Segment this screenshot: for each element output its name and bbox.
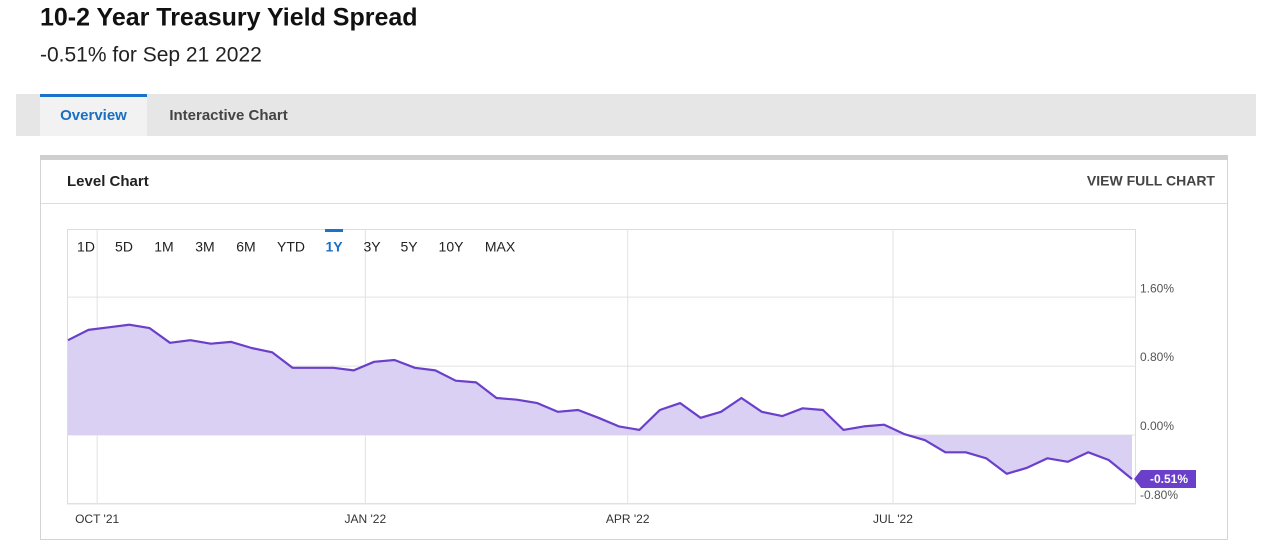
range-button[interactable]: 3Y <box>363 239 381 255</box>
x-tick-label: OCT '21 <box>75 512 119 526</box>
range-active-bar <box>325 229 343 232</box>
line <box>67 323 1133 480</box>
value-badge <box>1134 470 1196 488</box>
y-tick-label: -0.80% <box>1140 488 1178 502</box>
range-button[interactable]: MAX <box>485 239 516 255</box>
x-tick-label: APR '22 <box>606 512 650 526</box>
range-button[interactable]: 6M <box>236 239 255 255</box>
range-button[interactable]: 1D <box>77 239 95 255</box>
range-button[interactable]: 1Y <box>325 239 343 255</box>
range-button[interactable]: 3M <box>195 239 214 255</box>
y-tick-label: 0.80% <box>1140 350 1174 364</box>
value-label: -0.51% <box>1150 472 1188 486</box>
tab[interactable]: Interactive Chart <box>169 107 287 124</box>
card-title: Level Chart <box>67 173 149 190</box>
y-tick-label: 1.60% <box>1140 281 1174 295</box>
x-tick-label: JAN '22 <box>345 512 387 526</box>
x-tick-label: JUL '22 <box>873 512 913 526</box>
tab[interactable]: Overview <box>60 107 127 124</box>
tab-bar <box>16 94 1256 136</box>
card-top-border <box>40 155 1228 160</box>
range-button[interactable]: 5Y <box>400 239 418 255</box>
range-button[interactable]: 10Y <box>439 239 465 255</box>
page-subtitle: -0.51% for Sep 21 2022 <box>40 44 262 67</box>
range-button[interactable]: 1M <box>154 239 173 255</box>
tab-active-bar <box>40 94 147 97</box>
tab-active-bg <box>40 94 147 136</box>
view-full-chart[interactable]: VIEW FULL CHART <box>1087 173 1216 189</box>
page-title: 10-2 Year Treasury Yield Spread <box>40 4 418 32</box>
range-button[interactable]: YTD <box>277 239 305 255</box>
range-button[interactable]: 5D <box>115 239 133 255</box>
y-tick-label: 0.00% <box>1140 419 1174 433</box>
area <box>68 324 1132 479</box>
